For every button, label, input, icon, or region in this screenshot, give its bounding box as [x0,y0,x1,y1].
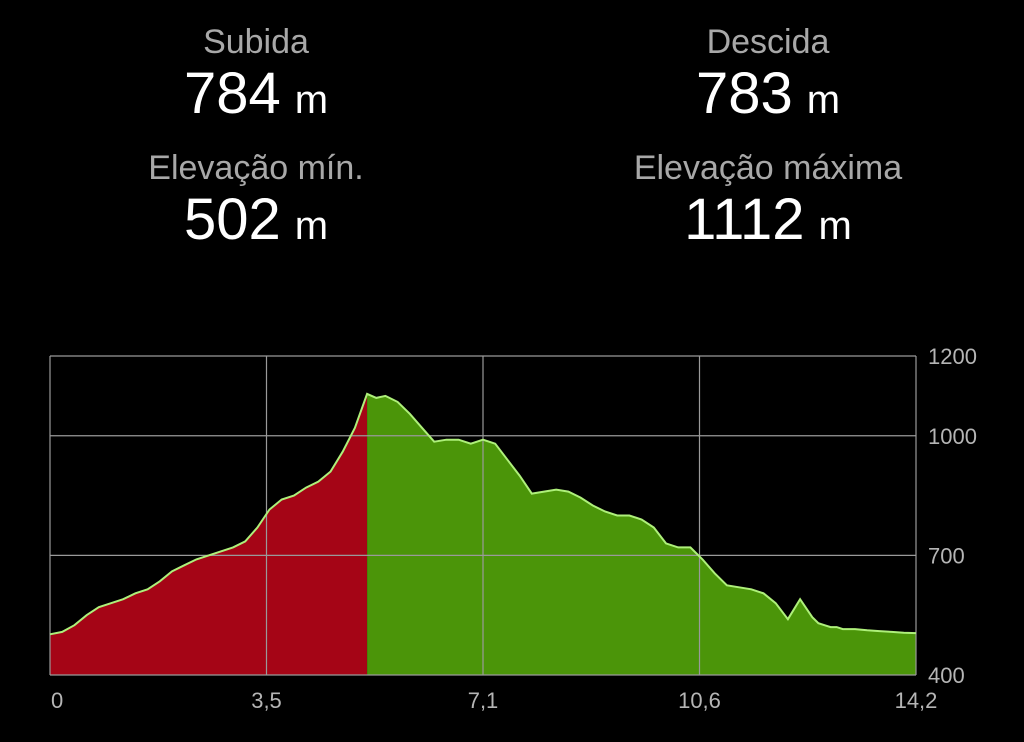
x-tick-label: 14,2 [895,688,938,713]
ascent-label: Subida [203,23,309,61]
min-elevation-value-row: 502 m [56,188,456,252]
y-tick-label: 700 [928,543,965,568]
min-elevation-stat: Elevação mín. 502 m [56,148,456,252]
max-elevation-stat: Elevação máxima 1112 m [568,148,968,252]
descent-value: 783 [695,61,793,126]
min-elevation-value: 502 [183,187,281,252]
x-tick-label: 10,6 [678,688,721,713]
profile-line [49,392,917,636]
descent-label: Descida [706,23,830,61]
min-elevation-label: Elevação mín. [148,149,364,187]
x-tick-label: 7,1 [468,688,499,713]
elevation-profile-chart[interactable]: 0 3,5 7,1 10,6 14,2 1200 1000 700 400 [0,330,1024,742]
y-tick-label: 1200 [928,344,977,369]
chart-grid [49,355,917,676]
max-elevation-value: 1112 [684,187,805,252]
ascent-value-row: 784 m [56,62,456,126]
max-elevation-unit: m [818,204,852,248]
max-elevation-label: Elevação máxima [633,149,903,187]
max-elevation-value-row: 1112 m [568,188,968,252]
descent-value-row: 783 m [568,62,968,126]
descent-unit: m [806,78,841,122]
ascent-unit: m [294,78,329,122]
elevation-chart-svg[interactable]: 0 3,5 7,1 10,6 14,2 1200 1000 700 400 [0,330,1024,742]
ascent-value: 784 [183,61,281,126]
ascent-area [50,393,368,675]
x-tick-label: 3,5 [251,688,282,713]
descent-area [367,393,917,675]
y-tick-label: 1000 [928,424,977,449]
min-elevation-unit: m [294,204,329,248]
ascent-stat: Subida 784 m [56,22,456,126]
x-tick-label: 0 [51,688,63,713]
y-tick-label: 400 [928,663,965,688]
elevation-stats: Subida 784 m Descida 783 m Elevação mín. 5… [0,0,1024,300]
descent-stat: Descida 783 m [568,22,968,126]
